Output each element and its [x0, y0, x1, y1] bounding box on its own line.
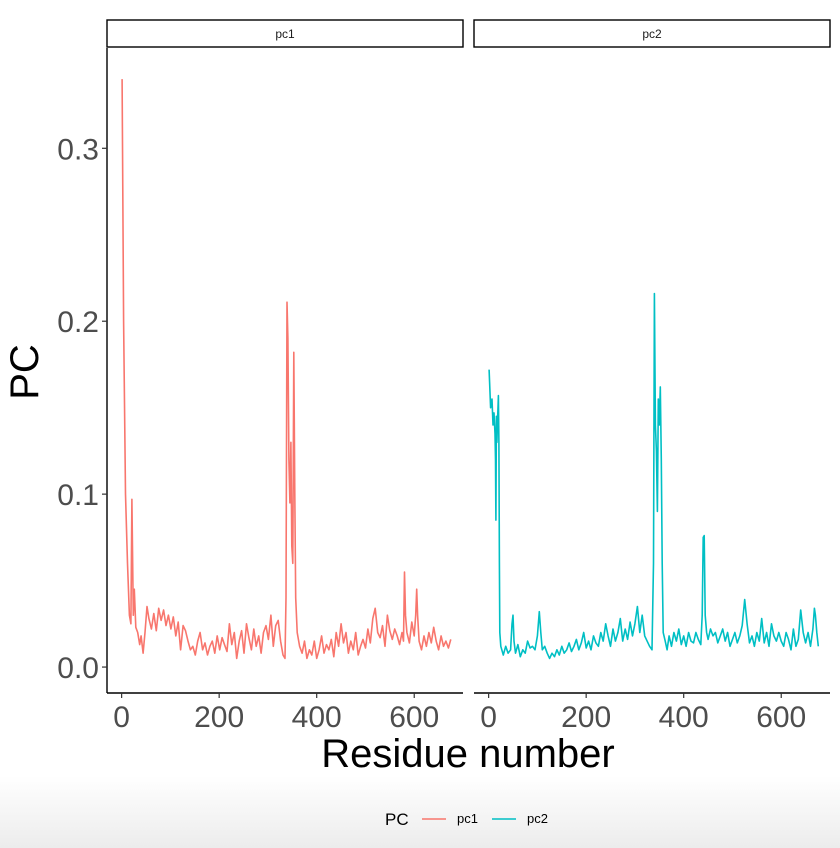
- x-tick-label-pc2: 400: [659, 701, 709, 734]
- legend-title: PC: [385, 810, 409, 829]
- facet-panel-pc1: pc1 0.0 0.1 0.2 0.3 0 200 400 600: [57, 19, 464, 734]
- x-tick-label-pc1: 200: [194, 701, 244, 734]
- x-axis-title: Residue number: [321, 732, 615, 776]
- facet-panel-pc2: pc2 0 200 400 600: [473, 19, 831, 734]
- legend-label-pc1: pc1: [457, 811, 478, 826]
- y-tick-label: 0.0: [57, 652, 99, 685]
- x-tick-label-pc2: 200: [561, 701, 611, 734]
- legend-background: [0, 776, 840, 848]
- x-tick-label-pc1: 0: [113, 701, 130, 734]
- series-line-pc2: [488, 292, 820, 660]
- strip-label-pc1: pc1: [275, 27, 295, 41]
- legend: PC pc1 pc2: [385, 810, 548, 829]
- x-tick-label-pc1: 600: [389, 701, 439, 734]
- strip-box-pc2: [473, 19, 831, 48]
- y-axis-title: PC: [3, 344, 47, 400]
- strip-label-pc2: pc2: [642, 27, 662, 41]
- x-tick-label-pc2: 600: [756, 701, 806, 734]
- y-tick-label: 0.1: [57, 479, 99, 512]
- y-tick-label: 0.2: [57, 306, 99, 339]
- series-line-pc1: [121, 79, 452, 660]
- x-tick-label-pc2: 0: [480, 701, 497, 734]
- x-tick-label-pc1: 400: [292, 701, 342, 734]
- strip-box-pc1: [106, 19, 464, 48]
- legend-label-pc2: pc2: [527, 811, 548, 826]
- facet-panels: pc1 0.0 0.1 0.2 0.3 0 200 400 600 pc2 0 200 400 600: [57, 19, 831, 734]
- y-tick-label: 0.3: [57, 133, 99, 166]
